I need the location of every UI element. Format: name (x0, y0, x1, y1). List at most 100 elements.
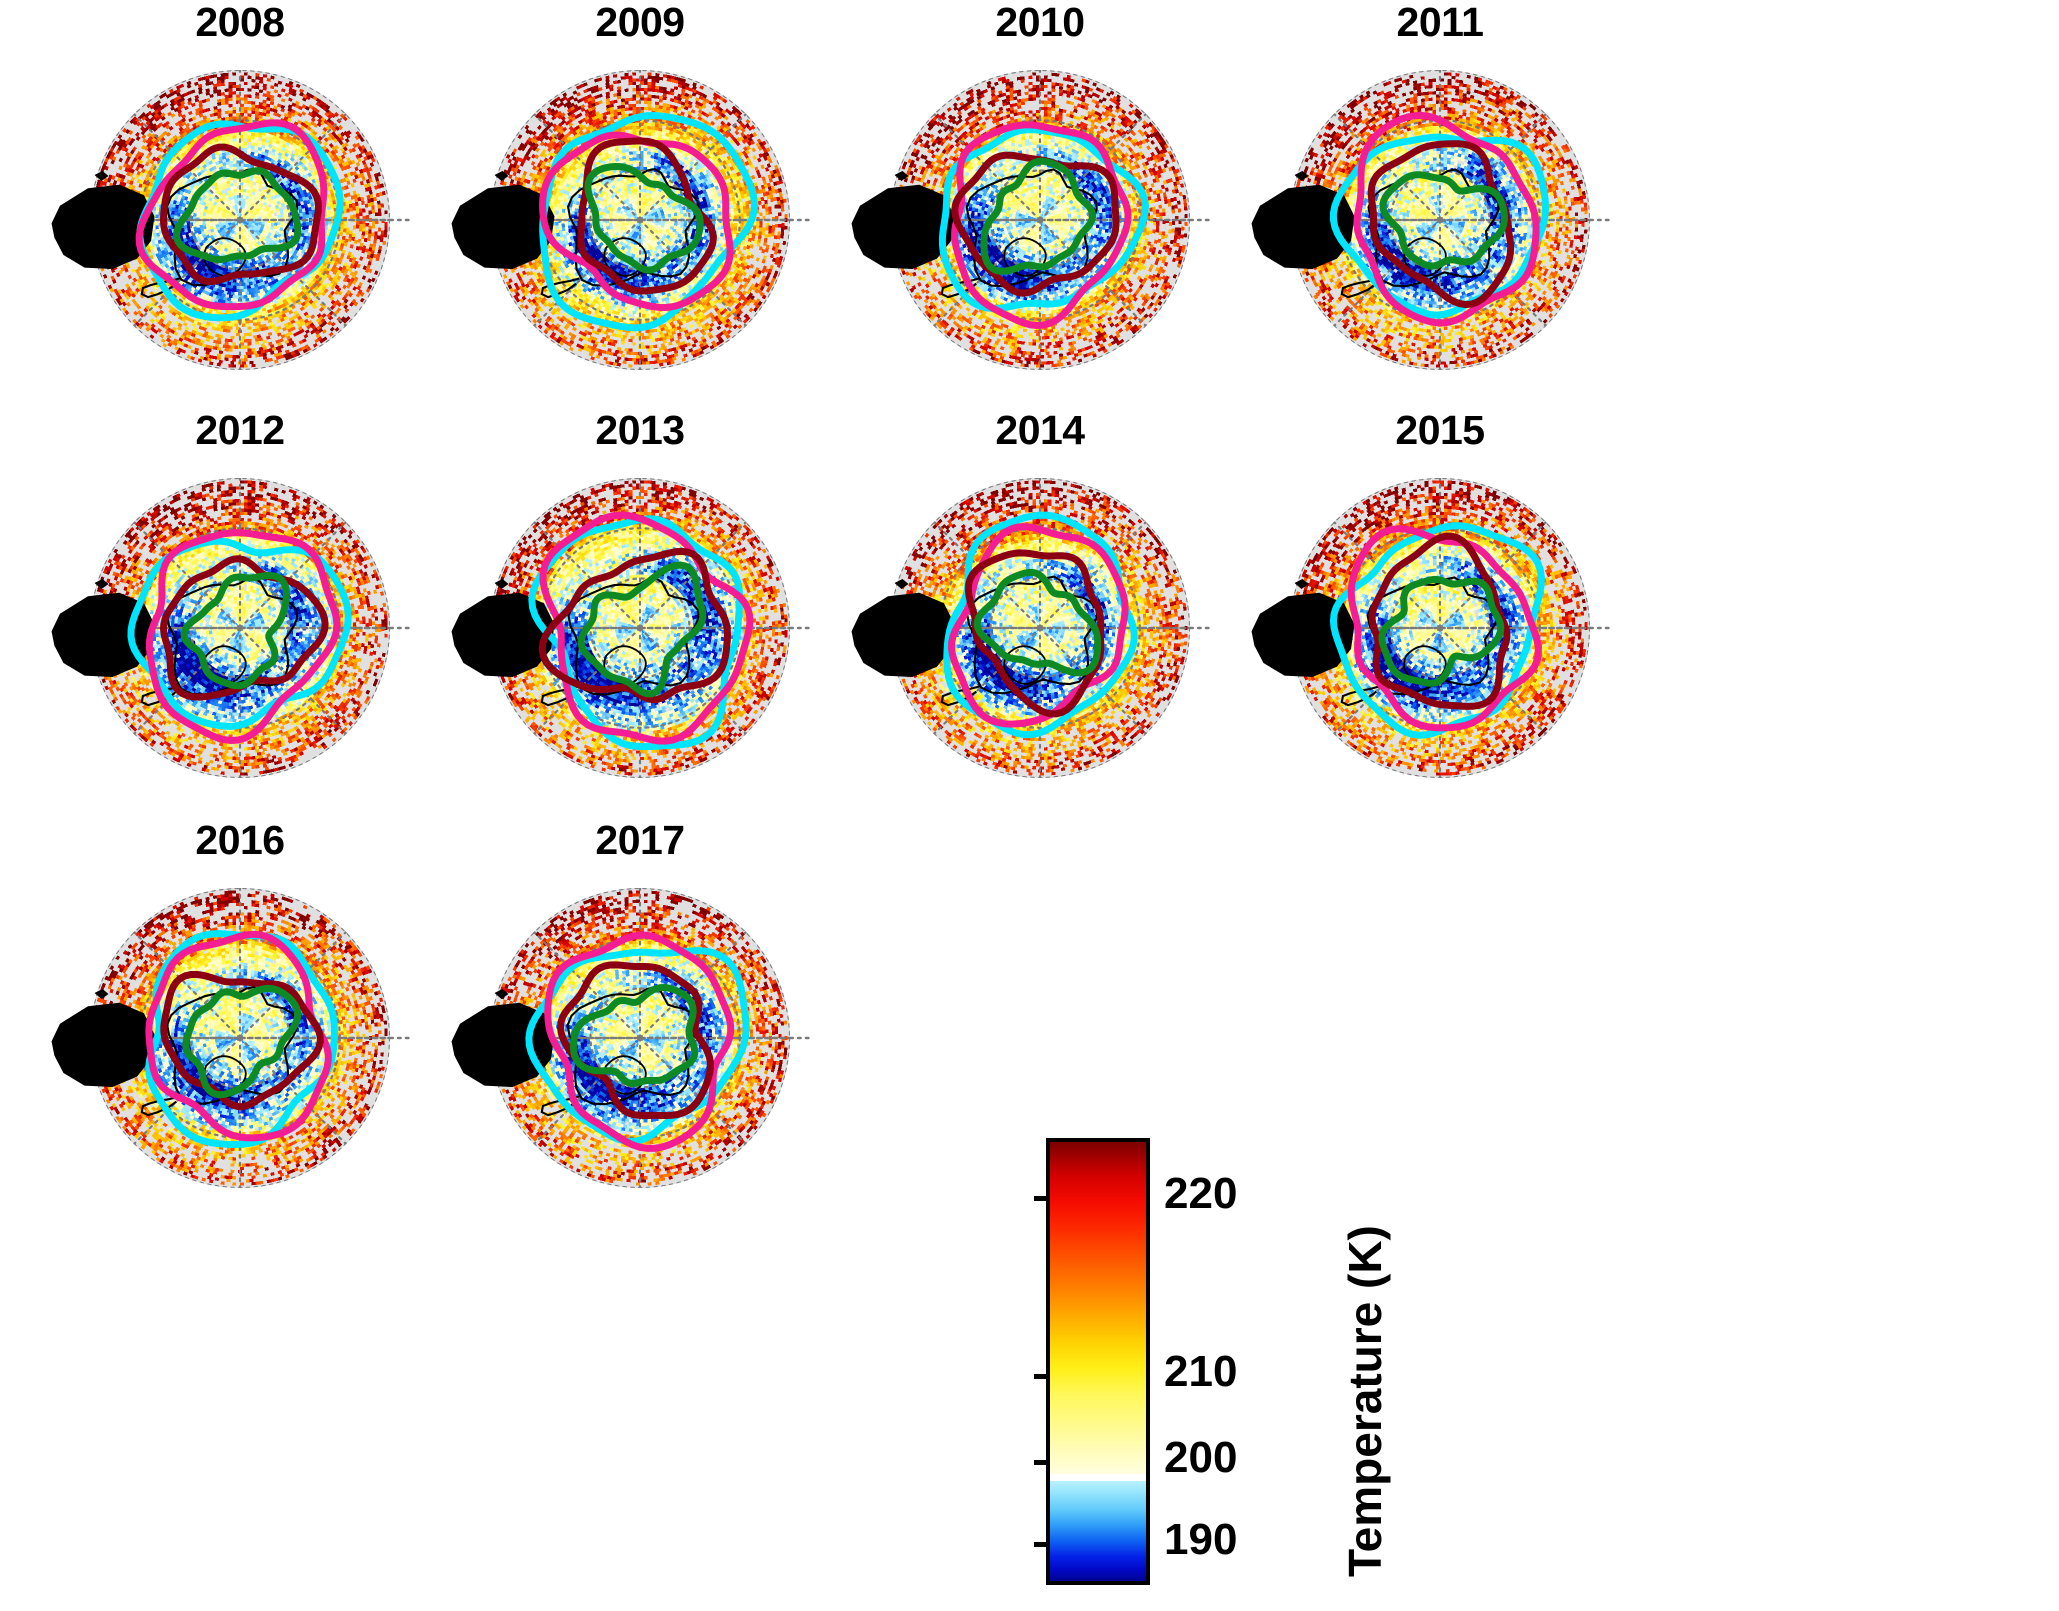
panel-title: 2008 (0, 2, 480, 43)
contour-group (127, 529, 352, 745)
panel-title: 2012 (0, 410, 480, 451)
colorbar-warm-ramp (1050, 1142, 1146, 1474)
panel-map (0, 476, 480, 806)
south-georgia-island (94, 579, 109, 589)
ice-shelf-outline (203, 237, 247, 277)
antarctic-peninsula-coastline (1340, 277, 1380, 299)
panel-map (800, 476, 1280, 806)
magenta-contour (135, 119, 328, 311)
panel-2015: 2015 (1200, 408, 1680, 828)
south-georgia-island (1294, 579, 1309, 589)
magenta-contour (145, 930, 332, 1142)
colorbar-axis-title: Temperature (K) (1339, 1225, 1391, 1577)
panel-map (0, 886, 480, 1216)
south-america-tip (51, 1002, 155, 1088)
panel-2011: 2011 (1200, 0, 1680, 420)
south-georgia-island (894, 579, 909, 589)
panel-2008: 2008 (0, 0, 480, 420)
colorbar-tick-200 (1034, 1460, 1047, 1465)
south-america-tip (851, 184, 955, 270)
cyan-contour (525, 947, 750, 1146)
cyan-contour (938, 126, 1149, 313)
magenta-contour (1353, 111, 1540, 327)
contour-group (938, 121, 1149, 330)
polar-map-2017 (451, 888, 811, 1188)
contour-group (943, 511, 1138, 739)
south-america-tip (451, 592, 555, 678)
south-america-tip (851, 592, 955, 678)
ice-shelf-outline (1003, 645, 1047, 685)
darkred-contour (160, 143, 322, 285)
polar-map-2012 (51, 478, 411, 778)
green-contour (182, 984, 302, 1099)
darkred-contour (1368, 532, 1511, 710)
contour-group (539, 112, 758, 332)
polar-map-2008 (51, 70, 411, 370)
panel-map (400, 886, 880, 1216)
green-contour (973, 568, 1102, 677)
south-america-tip (1251, 184, 1355, 270)
antarctica-coastline (966, 575, 1099, 695)
south-america-tip (451, 184, 555, 270)
south-georgia-island (894, 171, 909, 181)
contour-group (145, 930, 338, 1148)
darkred-contour (160, 970, 324, 1111)
antarctica-coastline (566, 986, 699, 1106)
polar-map-2009 (451, 70, 811, 370)
colorbar-frame (1046, 1138, 1150, 1585)
green-contour (584, 162, 704, 274)
south-georgia-island (494, 579, 509, 589)
polar-map-2014 (851, 478, 1211, 778)
green-contour (180, 571, 290, 690)
colorbar-tick-label-190: 190 (1164, 1518, 1237, 1562)
panel-2016: 2016 (0, 818, 480, 1238)
south-america-tip (1251, 592, 1355, 678)
green-contour (980, 157, 1097, 275)
antarctic-peninsula-coastline (540, 277, 580, 299)
colorbar-tick-label-220: 220 (1164, 1172, 1237, 1216)
green-contour (1378, 575, 1505, 687)
contour-group (1329, 522, 1545, 739)
panel-map (0, 68, 480, 398)
colorbar-tick-220 (1034, 1196, 1047, 1201)
polar-map-2016 (51, 888, 411, 1188)
panel-title: 2011 (1200, 2, 1680, 43)
south-georgia-island (494, 989, 509, 999)
panel-map (400, 68, 880, 398)
contour-group (1329, 111, 1550, 327)
green-contour (173, 167, 302, 264)
contour-group (525, 931, 750, 1152)
panel-2009: 2009 (400, 0, 880, 420)
cyan-contour (145, 930, 338, 1148)
contour-group (135, 119, 344, 322)
south-america-tip (51, 592, 155, 678)
panel-2013: 2013 (400, 408, 880, 828)
panel-2017: 2017 (400, 818, 880, 1238)
panel-2010: 2010 (800, 0, 1280, 420)
panel-title: 2016 (0, 820, 480, 861)
polar-map-2015 (1251, 478, 1611, 778)
magenta-contour (145, 529, 341, 745)
panel-2014: 2014 (800, 408, 1280, 828)
darkred-contour (964, 549, 1105, 718)
south-america-tip (51, 184, 155, 270)
south-georgia-island (494, 171, 509, 181)
magenta-contour (948, 523, 1129, 728)
panel-title: 2015 (1200, 410, 1680, 451)
magenta-contour (544, 931, 735, 1152)
antarctica-coastline (965, 168, 1098, 288)
green-contour (1379, 171, 1508, 270)
panel-map (800, 68, 1280, 398)
panel-title: 2010 (800, 2, 1280, 43)
south-america-tip (451, 1002, 555, 1088)
magenta-contour (539, 511, 754, 745)
colorbar-tick-210 (1034, 1374, 1047, 1379)
darkred-contour (951, 151, 1120, 297)
cyan-contour (136, 120, 344, 322)
colorbar-segment-divider (1050, 1474, 1146, 1481)
darkred-contour (538, 547, 731, 704)
panel-title: 2014 (800, 410, 1280, 451)
colorbar-cool-ramp (1050, 1481, 1146, 1581)
green-contour (569, 984, 699, 1087)
south-georgia-island (94, 171, 109, 181)
